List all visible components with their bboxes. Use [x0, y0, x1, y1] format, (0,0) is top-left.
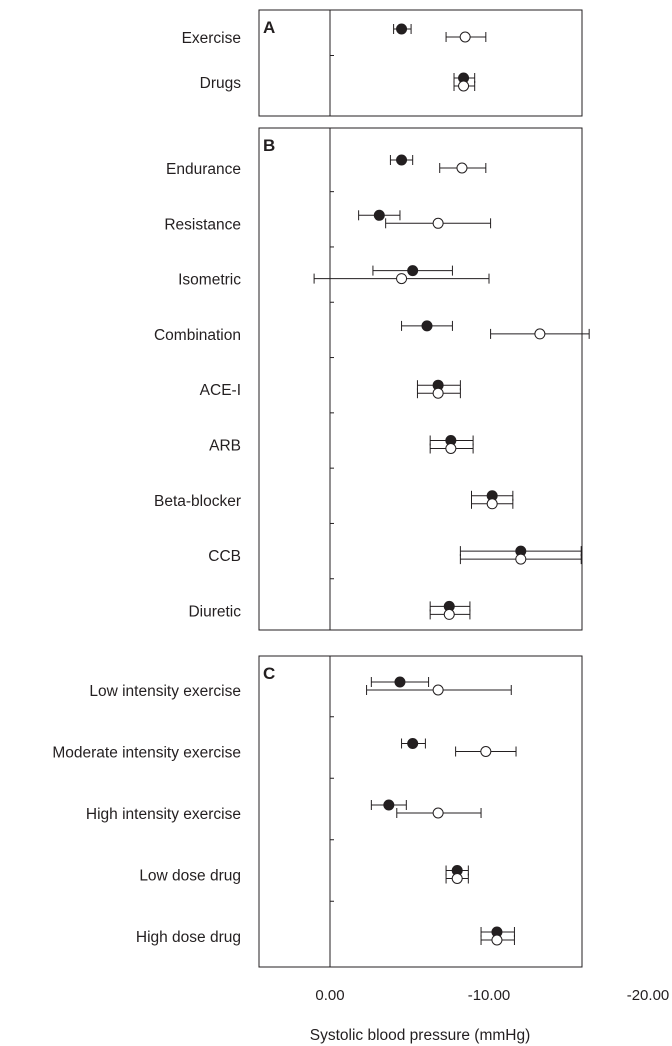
open-point-marker	[445, 443, 457, 454]
panel-b-letter: B	[263, 136, 275, 155]
row-label-ace-i: ACE-I	[200, 382, 241, 399]
open-point-marker	[480, 746, 492, 757]
row-label-low-intensity-exercise: Low intensity exercise	[89, 683, 241, 700]
row-label-arb: ARB	[209, 438, 241, 455]
filled-point-marker	[407, 738, 419, 749]
x-tick-label: 0.00	[315, 987, 344, 1004]
row-label-diuretic: Diuretic	[188, 603, 241, 620]
row-label-high-intensity-exercise: High intensity exercise	[86, 806, 241, 823]
row-label-ccb: CCB	[208, 548, 241, 565]
panel-a-letter: A	[263, 18, 275, 37]
filled-point-marker	[373, 209, 385, 221]
filled-point-marker	[421, 320, 433, 332]
open-point-marker	[458, 80, 470, 92]
open-point-marker	[534, 328, 546, 340]
filled-point-marker	[394, 676, 406, 688]
filled-point-marker	[396, 154, 408, 166]
filled-point-marker	[407, 265, 419, 277]
row-label-isometric: Isometric	[178, 272, 241, 289]
open-point-marker	[491, 934, 503, 946]
panel-c-frame	[258, 655, 583, 968]
open-point-marker	[432, 684, 444, 696]
x-tick-label: -20.00	[627, 987, 670, 1004]
panel-b-frame	[258, 127, 583, 631]
x-tick-label: -10.00	[468, 987, 511, 1004]
row-label-resistance: Resistance	[164, 216, 241, 233]
x-axis-title: Systolic blood pressure (mmHg)	[310, 1027, 531, 1044]
open-point-marker	[451, 873, 463, 884]
filled-point-marker	[383, 799, 395, 811]
open-point-marker	[515, 553, 527, 565]
row-label-exercise: Exercise	[182, 30, 241, 47]
open-point-marker	[432, 807, 444, 819]
panel-a-frame	[258, 9, 583, 117]
open-point-marker	[459, 31, 471, 43]
open-point-marker	[486, 498, 498, 510]
row-label-low-dose-drug: Low dose drug	[139, 868, 241, 885]
row-label-combination: Combination	[154, 327, 241, 344]
row-label-beta-blocker: Beta-blocker	[154, 493, 241, 510]
open-point-marker	[396, 273, 408, 285]
row-label-high-dose-drug: High dose drug	[136, 929, 241, 946]
row-label-drugs: Drugs	[200, 75, 242, 92]
open-point-marker	[456, 162, 468, 174]
row-label-endurance: Endurance	[166, 161, 241, 178]
row-label-moderate-intensity-exercise: Moderate intensity exercise	[52, 745, 241, 762]
open-point-marker	[443, 608, 455, 620]
open-point-marker	[432, 387, 444, 399]
filled-point-marker	[396, 23, 408, 35]
open-point-marker	[432, 217, 444, 229]
panel-c-letter: C	[263, 664, 275, 683]
